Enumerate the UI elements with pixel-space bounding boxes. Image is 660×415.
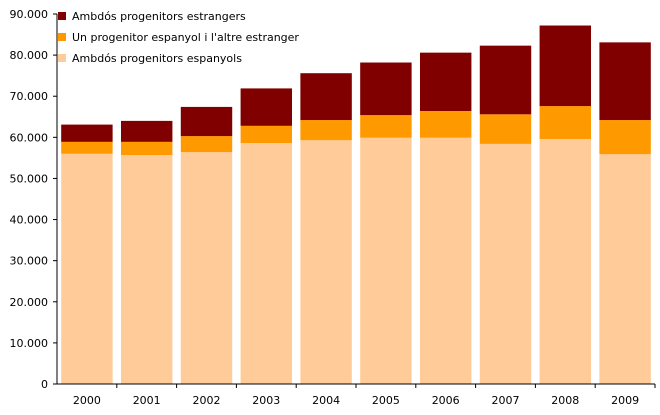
x-axis: 2000 2001 2002 2003 2004 2005 2006 2007 2008 2009 bbox=[57, 383, 656, 407]
x-tick-label: 2004 bbox=[312, 394, 340, 407]
x-tick-label: 2001 bbox=[133, 394, 161, 407]
legend: Ambdós progenitors estrangers Un progenit… bbox=[58, 10, 299, 65]
y-tick-label: 80.000 bbox=[10, 49, 49, 62]
y-tick-label: 20.000 bbox=[10, 296, 49, 309]
bars bbox=[61, 25, 651, 384]
bar-segment-series-1-2003 bbox=[240, 125, 293, 144]
y-tick-label: 10.000 bbox=[10, 337, 49, 350]
bar-segment-series-0-2004 bbox=[300, 140, 352, 384]
y-tick-label: 40.000 bbox=[10, 214, 49, 227]
legend-label: Un progenitor espanyol i l'altre estrang… bbox=[72, 31, 299, 44]
y-axis: 0 10.000 20.000 30.000 40.000 50.000 60.000 70.… bbox=[10, 8, 58, 391]
bar-segment-series-1-2005 bbox=[360, 115, 412, 138]
y-tick-label: 60.000 bbox=[10, 131, 49, 144]
x-tick-label: 2007 bbox=[492, 394, 520, 407]
bar-segment-series-0-2001 bbox=[120, 155, 173, 384]
bar-segment-series-0-2009 bbox=[599, 154, 651, 384]
bar-segment-series-1-2006 bbox=[419, 111, 472, 138]
bar-segment-series-2-2009 bbox=[599, 42, 651, 121]
bar-segment-series-1-2007 bbox=[479, 114, 532, 144]
x-tick-label: 2002 bbox=[193, 394, 221, 407]
y-tick-label: 90.000 bbox=[10, 8, 49, 21]
bar-segment-series-2-2006 bbox=[419, 52, 472, 112]
y-tick-label: 30.000 bbox=[10, 255, 49, 268]
legend-swatch bbox=[58, 33, 66, 41]
bar-segment-series-1-2002 bbox=[180, 136, 233, 153]
legend-swatch bbox=[58, 12, 66, 20]
legend-swatch bbox=[58, 54, 66, 62]
bar-segment-series-2-2008 bbox=[539, 25, 592, 107]
bar-segment-series-2-2001 bbox=[120, 120, 173, 142]
bar-segment-series-0-2008 bbox=[539, 138, 592, 384]
bar-segment-series-1-2000 bbox=[61, 141, 113, 154]
bar-segment-series-1-2008 bbox=[539, 106, 592, 139]
bar-segment-series-0-2005 bbox=[360, 137, 412, 384]
bar-segment-series-2-2004 bbox=[300, 73, 352, 121]
bar-segment-series-0-2003 bbox=[240, 143, 293, 384]
bar-segment-series-1-2001 bbox=[120, 141, 173, 156]
legend-label: Ambdós progenitors estrangers bbox=[72, 10, 246, 23]
x-tick-label: 2003 bbox=[252, 394, 280, 407]
x-tick-label: 2009 bbox=[611, 394, 639, 407]
y-tick-label: 70.000 bbox=[10, 90, 49, 103]
x-tick-label: 2000 bbox=[73, 394, 101, 407]
x-tick-label: 2008 bbox=[551, 394, 579, 407]
bar-segment-series-2-2002 bbox=[180, 106, 233, 137]
bar-segment-series-1-2004 bbox=[300, 120, 352, 141]
bar-segment-series-2-2003 bbox=[240, 88, 293, 126]
bar-segment-series-2-2007 bbox=[479, 45, 532, 115]
y-tick-label: 50.000 bbox=[10, 172, 49, 185]
y-tick-label: 0 bbox=[41, 378, 48, 391]
x-tick-label: 2006 bbox=[432, 394, 460, 407]
bar-segment-series-0-2007 bbox=[479, 143, 532, 384]
x-tick-label: 2005 bbox=[372, 394, 400, 407]
bar-segment-series-2-2000 bbox=[61, 124, 113, 142]
bar-segment-series-0-2006 bbox=[419, 137, 472, 384]
legend-label: Ambdós progenitors espanyols bbox=[72, 52, 242, 65]
bar-segment-series-0-2002 bbox=[180, 152, 233, 384]
bar-segment-series-2-2005 bbox=[360, 62, 412, 116]
bar-segment-series-1-2009 bbox=[599, 120, 651, 155]
bar-segment-series-0-2000 bbox=[61, 153, 113, 384]
